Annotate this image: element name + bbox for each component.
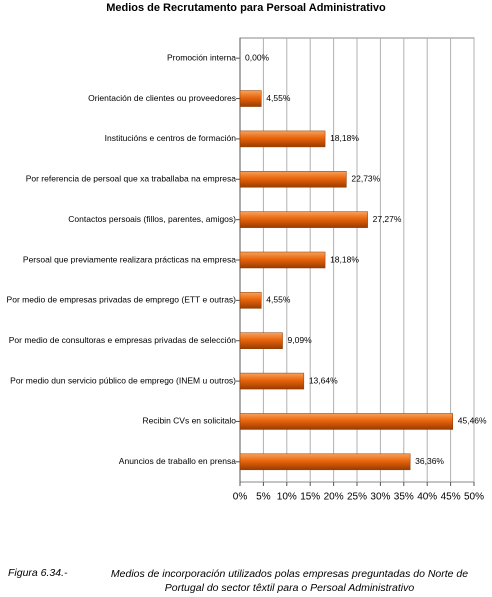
x-tick-label: 15% — [300, 492, 320, 503]
bar — [239, 372, 305, 390]
y-tick-label: Por medio dun servicio público de empreg… — [10, 375, 236, 385]
y-tick-label: Por medio de consultoras e empresas priv… — [9, 335, 237, 345]
x-tick-label: 0% — [233, 492, 248, 503]
value-label: 9,09% — [288, 335, 313, 345]
value-label: 18,18% — [330, 254, 359, 264]
x-tick-label: 10% — [277, 492, 297, 503]
x-tick-label: 30% — [370, 492, 390, 503]
figure-number: Figura 6.34.- — [8, 567, 68, 579]
x-tick-label: 35% — [394, 492, 414, 503]
value-label: 0,00% — [245, 52, 270, 62]
bar — [239, 90, 262, 107]
value-label: 27,27% — [373, 214, 402, 224]
y-tick-label: Anuncios de traballo en prensa — [119, 456, 236, 466]
chart-title: Medios de Recrutamento para Persoal Admi… — [106, 2, 386, 14]
x-tick-label: 5% — [256, 492, 271, 503]
caption-text: Medios de incorporación utilizados polas… — [110, 568, 469, 594]
y-tick-label: Orientación de clientes ou proveedores — [88, 93, 236, 103]
bar — [239, 413, 454, 430]
x-tick-label: 40% — [417, 492, 437, 503]
bar — [239, 211, 368, 228]
x-tick-label: 25% — [347, 492, 367, 503]
value-label: 18,18% — [330, 133, 359, 143]
bar — [239, 130, 326, 148]
value-label: 36,36% — [415, 456, 444, 466]
y-tick-label: Recibin CVs en solicitalo — [142, 416, 236, 426]
value-label: 22,73% — [351, 174, 380, 184]
bar — [239, 171, 347, 188]
x-tick-label: 45% — [441, 492, 461, 503]
x-tick-label: 50% — [464, 492, 484, 503]
bar — [239, 251, 326, 269]
x-tick-label: 20% — [324, 492, 344, 503]
bar — [239, 453, 411, 471]
y-tick-label: Institucións e centros de formación — [105, 133, 237, 143]
y-tick-label: Contactos persoais (fillos, parentes, am… — [68, 214, 236, 224]
bar — [239, 332, 283, 349]
value-label: 45,46% — [458, 416, 487, 426]
y-tick-label: Por medio de empresas privadas de empreg… — [7, 295, 237, 305]
y-tick-label: Promoción interna — [167, 52, 236, 62]
bar — [239, 292, 262, 309]
value-label: 13,64% — [309, 375, 338, 385]
y-tick-label: Por referencia de persoal que xa traball… — [26, 174, 237, 184]
chart: Medios de Recrutamento para Persoal Admi… — [7, 2, 487, 503]
value-label: 4,55% — [266, 93, 291, 103]
value-label: 4,55% — [266, 295, 291, 305]
y-tick-label: Persoal que previamente realizara prácti… — [23, 254, 236, 264]
